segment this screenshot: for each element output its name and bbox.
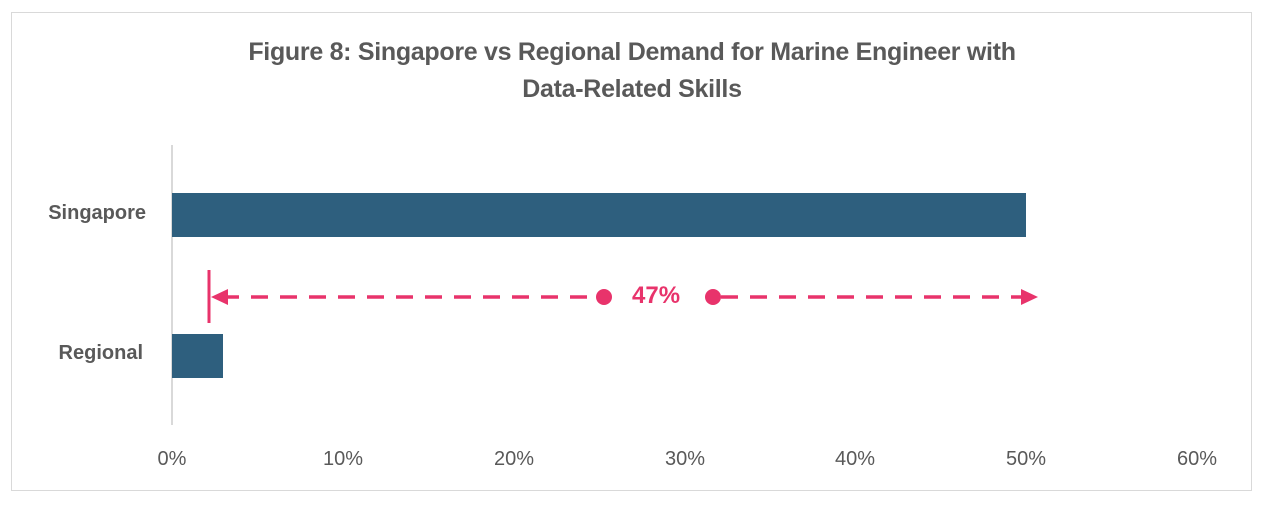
difference-label: 47% [632,282,681,309]
dot-right-icon [705,289,721,305]
x-tick-20: 20% [493,448,535,470]
arrow-left-icon [211,289,228,305]
bar-regional [172,334,224,378]
arrow-right-icon [1021,289,1038,305]
x-tick-30: 30% [664,448,706,470]
y-axis-line [171,145,173,425]
chart-frame [11,12,1252,491]
category-label-singapore: Singapore [48,202,146,224]
chart-title: Figure 8: Singapore vs Regional Demand f… [0,34,1264,108]
bar-singapore [172,193,1027,237]
dot-left-icon [596,289,612,305]
x-tick-40: 40% [834,448,876,470]
category-label-regional: Regional [58,342,143,364]
x-tick-0: 0% [157,448,187,470]
x-tick-10: 10% [322,448,364,470]
x-tick-50: 50% [1005,448,1047,470]
chart-title-line-2: Data-Related Skills [522,75,742,103]
chart-title-line-1: Figure 8: Singapore vs Regional Demand f… [248,38,1016,66]
x-tick-60: 60% [1176,448,1218,470]
